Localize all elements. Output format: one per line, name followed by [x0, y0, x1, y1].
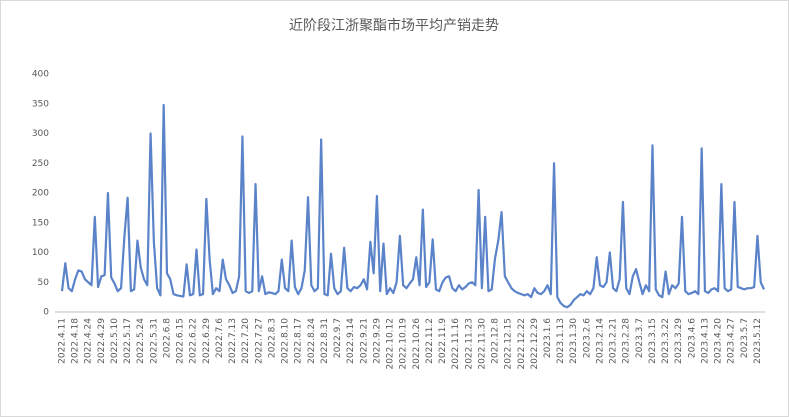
- x-tick-label: 2023.2.6: [582, 318, 592, 358]
- x-tick-label: 2023.2.21: [609, 318, 619, 364]
- x-tick-label: 2022.7.13: [228, 318, 238, 364]
- x-tick-label: 2022.5.31: [149, 318, 159, 364]
- x-tick-label: 2022.9.14: [346, 318, 356, 364]
- y-tick-label: 250: [32, 159, 49, 169]
- x-tick-label: 2022.4.24: [84, 318, 94, 364]
- y-tick-label: 100: [32, 248, 49, 258]
- data-line: [60, 103, 765, 309]
- x-tick-label: 2022.10.26: [412, 318, 422, 370]
- x-tick-label: 2022.10.19: [399, 318, 409, 370]
- x-tick-label: 2022.11.9: [438, 318, 448, 364]
- y-tick-label: 350: [32, 99, 49, 109]
- x-tick-label: 2022.11.16: [451, 318, 461, 370]
- y-tick-label: 400: [32, 70, 49, 80]
- x-tick-label: 2022.7.20: [241, 318, 251, 364]
- x-tick-label: 2022.11.23: [464, 318, 474, 370]
- x-tick-label: 2022.5.10: [110, 318, 120, 364]
- x-tick-label: 2023.4.13: [700, 318, 710, 364]
- x-tick-label: 2022.8.31: [320, 318, 330, 364]
- x-tick-label: 2022.6.22: [189, 318, 199, 364]
- x-tick-label: 2022.7.6: [215, 318, 225, 358]
- x-tick-label: 2022.12.22: [517, 318, 527, 370]
- x-tick-label: 2023.3.29: [674, 318, 684, 364]
- x-tick-label: 2022.9.29: [372, 318, 382, 364]
- x-tick-label: 2022.8.3: [267, 318, 277, 358]
- x-tick-label: 2022.12.29: [530, 318, 540, 370]
- y-tick-label: 50: [38, 278, 50, 288]
- y-tick-label: 300: [32, 129, 49, 139]
- x-tick-label: 2023.3.7: [635, 318, 645, 358]
- x-tick-label: 2023.1.6: [543, 318, 553, 358]
- x-tick-label: 2022.6.29: [202, 318, 212, 364]
- x-tick-label: 2022.6.15: [176, 318, 186, 364]
- x-tick-label: 2022.12.15: [504, 318, 514, 370]
- y-tick-label: 0: [43, 308, 49, 318]
- x-tick-label: 2023.3.15: [648, 318, 658, 364]
- x-tick-label: 2022.4.18: [71, 318, 81, 364]
- x-tick-label: 2022.12.8: [491, 318, 501, 364]
- x-tick-label: 2023.4.27: [727, 318, 737, 364]
- x-tick-label: 2022.4.11: [58, 318, 68, 364]
- x-tick-label: 2022.6.8: [162, 318, 172, 358]
- x-tick-label: 2022.9.7: [333, 318, 343, 358]
- x-tick-label: 2023.4.20: [714, 318, 724, 364]
- x-tick-label: 2022.11.30: [477, 318, 487, 370]
- x-tick-label: 2023.1.30: [569, 318, 579, 364]
- x-tick-label: 2022.11.2: [425, 318, 435, 364]
- x-tick-label: 2022.9.21: [359, 318, 369, 364]
- x-tick-label: 2022.8.17: [294, 318, 304, 364]
- x-tick-label: 2022.5.24: [136, 318, 146, 364]
- x-tick-label: 2023.5.7: [740, 318, 750, 358]
- x-tick-label: 2022.10.12: [386, 318, 396, 370]
- y-tick-label: 200: [32, 189, 49, 199]
- x-tick-label: 2023.2.28: [622, 318, 632, 364]
- x-tick-label: 2022.8.10: [281, 318, 291, 364]
- x-tick-label: 2023.5.12: [753, 318, 763, 364]
- x-tick-label: 2022.8.24: [307, 318, 317, 364]
- x-tick-label: 2022.4.29: [97, 318, 107, 364]
- x-tick-label: 2023.1.13: [556, 318, 566, 364]
- x-tick-label: 2023.3.22: [661, 318, 671, 364]
- x-tick-label: 2023.2.14: [595, 318, 605, 364]
- x-tick-label: 2023.4.6: [687, 318, 697, 358]
- chart-title: 近阶段江浙聚酯市场平均产销走势: [289, 17, 499, 34]
- x-tick-label: 2022.5.17: [123, 318, 133, 364]
- y-tick-label: 150: [32, 218, 49, 228]
- x-tick-label: 2022.7.27: [254, 318, 264, 364]
